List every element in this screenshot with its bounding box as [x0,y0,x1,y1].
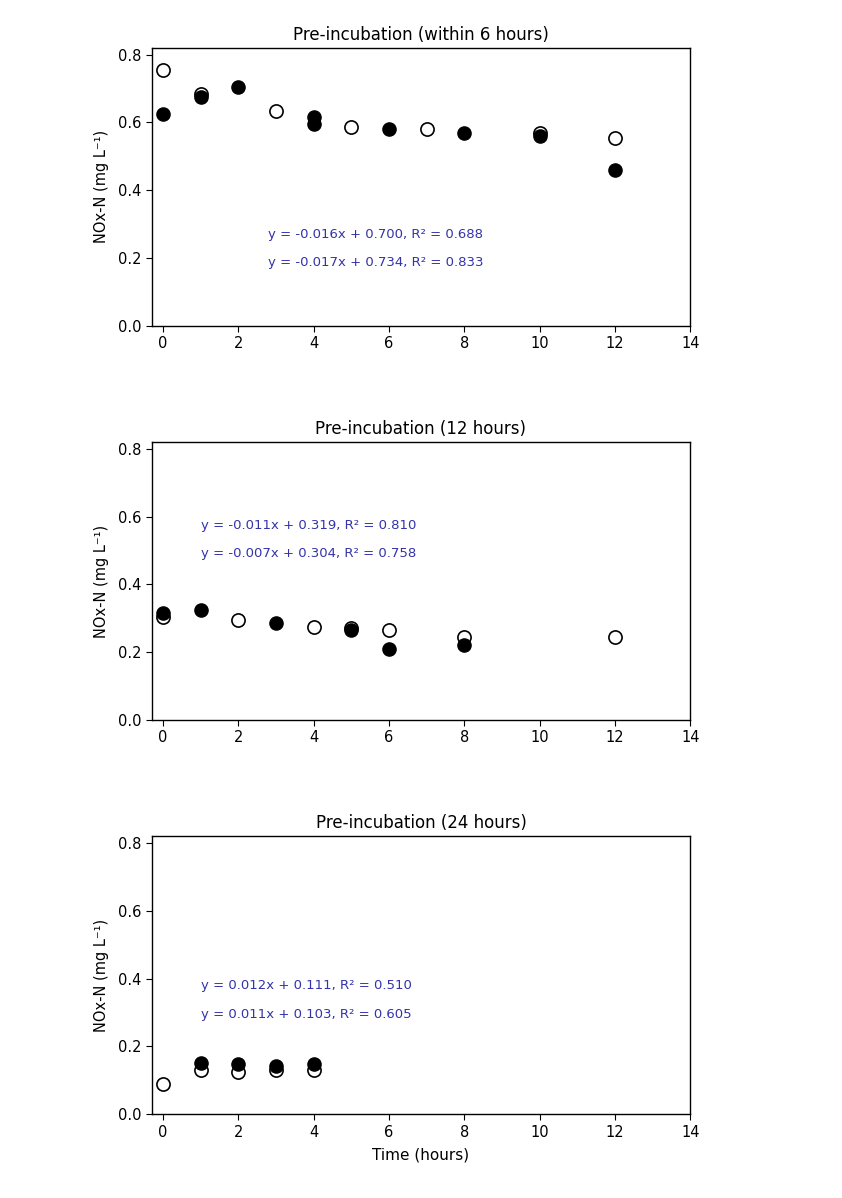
Text: y = -0.016x + 0.700, R² = 0.688: y = -0.016x + 0.700, R² = 0.688 [269,228,483,241]
Point [608,161,621,180]
Point [194,87,207,107]
Point [420,120,434,139]
Point [344,621,358,640]
Point [232,78,245,97]
Point [306,617,320,636]
Point [306,115,320,134]
Text: y = 0.011x + 0.103, R² = 0.605: y = 0.011x + 0.103, R² = 0.605 [200,1008,411,1021]
Point [194,84,207,103]
Point [344,117,358,137]
Point [269,1060,283,1079]
Y-axis label: NOx-N (mg L⁻¹): NOx-N (mg L⁻¹) [94,525,109,637]
Y-axis label: NOx-N (mg L⁻¹): NOx-N (mg L⁻¹) [94,131,109,243]
Point [194,1060,207,1079]
Point [457,628,471,647]
Point [382,640,396,659]
Point [457,636,471,655]
Point [194,600,207,619]
Text: y = -0.017x + 0.734, R² = 0.833: y = -0.017x + 0.734, R² = 0.833 [269,256,484,270]
Point [232,1054,245,1073]
Point [156,1075,169,1094]
Point [156,104,169,123]
Point [269,101,283,120]
Point [269,1057,283,1076]
Point [306,1054,320,1073]
Text: y = -0.007x + 0.304, R² = 0.758: y = -0.007x + 0.304, R² = 0.758 [200,547,416,561]
Point [156,604,169,623]
Point [382,120,396,139]
Point [194,1054,207,1073]
Point [457,123,471,143]
Point [156,607,169,627]
Point [269,613,283,633]
Point [232,1063,245,1082]
Point [382,621,396,640]
Point [156,60,169,79]
Text: y = 0.012x + 0.111, R² = 0.510: y = 0.012x + 0.111, R² = 0.510 [200,979,412,992]
Title: Pre-incubation (24 hours): Pre-incubation (24 hours) [316,815,526,833]
Point [232,611,245,630]
X-axis label: Time (hours): Time (hours) [372,1148,470,1163]
Point [608,128,621,147]
Point [533,123,546,143]
Y-axis label: NOx-N (mg L⁻¹): NOx-N (mg L⁻¹) [94,919,109,1031]
Title: Pre-incubation (12 hours): Pre-incubation (12 hours) [316,419,526,437]
Point [533,126,546,145]
Point [608,628,621,647]
Text: y = -0.011x + 0.319, R² = 0.810: y = -0.011x + 0.319, R² = 0.810 [200,519,416,532]
Point [306,108,320,127]
Point [306,1060,320,1079]
Point [344,619,358,639]
Title: Pre-incubation (within 6 hours): Pre-incubation (within 6 hours) [293,25,549,43]
